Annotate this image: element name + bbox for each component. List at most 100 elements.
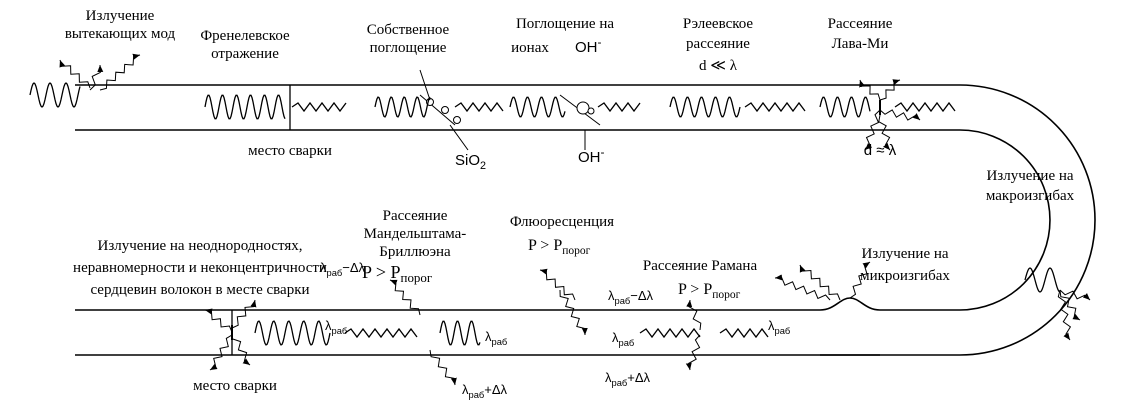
label: λраб−Δλ xyxy=(608,288,654,306)
label: Флюоресценция xyxy=(510,214,614,230)
label: P > Pпорог xyxy=(362,262,432,285)
label: Френелевское xyxy=(200,28,290,44)
label-sub: порог xyxy=(712,289,740,301)
label-sub: раб xyxy=(619,338,635,348)
ray-arrow xyxy=(1059,289,1091,301)
ray-arrow xyxy=(99,53,141,91)
waves xyxy=(29,53,1091,386)
ray-arrow xyxy=(859,79,881,101)
label-sub: порог xyxy=(562,245,590,257)
label: Излучение на xyxy=(861,246,948,262)
label: Поглощение на xyxy=(516,16,614,32)
ray-arrow xyxy=(204,308,233,333)
ray-arrow xyxy=(849,261,871,299)
label: неравномерности и неконцентричности xyxy=(73,260,327,276)
ray-arrow xyxy=(864,109,881,151)
labels: Излучение вытекающих мод Френелевское отраж… xyxy=(65,8,1075,400)
label-sub: 2 xyxy=(480,160,486,172)
label-part: OH xyxy=(575,39,598,56)
label: P > Pпорог xyxy=(528,237,591,257)
label: Собственное xyxy=(367,22,450,38)
label: λраб xyxy=(325,318,347,336)
wave xyxy=(894,101,956,113)
ray-arrow xyxy=(774,274,831,301)
label: вытекающих мод xyxy=(65,26,176,42)
label-sub: раб xyxy=(327,268,343,278)
ray-arrow xyxy=(1059,289,1081,321)
label-part: λ xyxy=(768,318,775,333)
label: λраб+Δλ xyxy=(462,382,508,400)
label-part: +Δλ xyxy=(484,382,507,397)
wave xyxy=(291,101,347,113)
label-part: −Δλ xyxy=(630,288,653,303)
label-part: +Δλ xyxy=(627,370,650,385)
label: λраб xyxy=(768,318,790,336)
label-sub: раб xyxy=(492,337,508,347)
ray-arrow xyxy=(685,334,701,371)
label: Рассеяние Рамана xyxy=(643,258,758,274)
wave xyxy=(744,101,806,113)
ray-arrow xyxy=(559,289,588,336)
label: Рэлеевское xyxy=(683,16,754,32)
label: сердцевин волокон в месте сварки xyxy=(90,282,309,298)
wave xyxy=(597,101,641,113)
label: рассеяние xyxy=(686,36,750,52)
label-sub: раб xyxy=(775,326,791,336)
ray-arrow xyxy=(539,268,576,301)
wave xyxy=(344,327,418,339)
label: микроизгибах xyxy=(860,268,950,284)
label: поглощение xyxy=(370,40,447,56)
wave xyxy=(204,94,286,120)
ray-arrow xyxy=(231,299,257,329)
ray-arrow xyxy=(686,299,702,331)
label: Бриллюэна xyxy=(379,244,451,260)
ray-arrow xyxy=(879,79,901,101)
label: λраб xyxy=(485,329,507,347)
ray-arrow xyxy=(89,64,104,91)
label: Рассеяние xyxy=(828,16,893,32)
label-sub: порог xyxy=(401,270,433,285)
label-part: P > P xyxy=(528,237,562,254)
label: Лава-Ми xyxy=(832,36,889,52)
label-sub: раб xyxy=(615,296,631,306)
ray-arrow xyxy=(879,109,921,121)
ray-arrow xyxy=(799,264,841,301)
label: ионах xyxy=(511,40,549,56)
label: OH- xyxy=(575,35,602,56)
label: место сварки xyxy=(248,143,332,159)
label: отражение xyxy=(211,46,279,62)
wave xyxy=(719,327,769,339)
ray-arrow xyxy=(429,349,457,386)
label-sup: - xyxy=(598,35,602,49)
ray-arrow xyxy=(209,334,233,371)
label: Мандельштама- xyxy=(364,226,467,242)
label-part: λ xyxy=(608,288,615,303)
wave xyxy=(29,82,81,108)
wave xyxy=(254,320,331,346)
wave xyxy=(509,96,566,118)
label-sub: раб xyxy=(469,390,485,400)
ray-arrow xyxy=(59,59,91,89)
label: λраб−Δλ xyxy=(320,260,366,278)
label: d ≪ λ xyxy=(699,58,738,74)
label-sup: - xyxy=(601,145,605,159)
label-part: λ xyxy=(612,330,619,345)
label: Излучение на неоднородностях, xyxy=(97,238,302,254)
wave xyxy=(374,96,431,118)
ray-arrow xyxy=(231,331,251,366)
label-part: OH xyxy=(578,149,601,166)
wave xyxy=(819,96,871,118)
fiber xyxy=(75,69,1096,356)
label: макроизгибах xyxy=(986,188,1075,204)
label: Рассеяние xyxy=(383,208,448,224)
ray-arrow xyxy=(1057,289,1072,341)
label: λраб+Δλ xyxy=(605,370,651,388)
wave xyxy=(669,96,741,118)
label-part: λ xyxy=(320,260,327,275)
label: Излучение xyxy=(86,8,155,24)
wave xyxy=(1024,267,1061,293)
label-part: SiO xyxy=(455,152,480,169)
wave xyxy=(439,320,481,346)
label-part: P > P xyxy=(678,281,712,298)
